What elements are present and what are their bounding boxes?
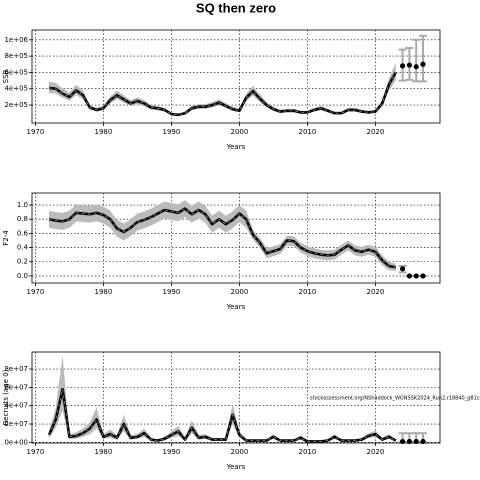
y-tick-label: 0.4: [17, 244, 29, 252]
y-tick-label: 4e+05: [4, 85, 28, 93]
y-tick-label: 2e+05: [4, 101, 28, 109]
estimate-line-dash: [48, 72, 397, 116]
x-tick-label: 2010: [298, 448, 316, 456]
x-axis-label: Years: [226, 463, 246, 471]
y-tick-label: 2e+07: [4, 420, 28, 428]
x-tick-label: 1990: [162, 128, 180, 136]
y-tick-label: 4e+07: [4, 402, 28, 410]
y-tick-label: 6e+07: [4, 383, 28, 391]
x-tick-label: 2000: [230, 128, 248, 136]
y-tick-label: 0.2: [17, 258, 28, 266]
forecast-point: [413, 64, 419, 70]
x-tick-label: 1980: [94, 128, 112, 136]
y-axis-label: SSB: [2, 69, 10, 83]
x-tick-label: 2020: [366, 128, 384, 136]
y-axis-label: F2-4: [2, 230, 10, 246]
x-tick-label: 2000: [230, 288, 248, 296]
x-tick-label: 2010: [298, 128, 316, 136]
x-tick-label: 2010: [298, 288, 316, 296]
y-tick-label: 8e+05: [4, 52, 28, 60]
x-tick-label: 1980: [94, 448, 112, 456]
annotation: stockassessment.org/NShaddock_WGNSSK2024…: [310, 396, 480, 402]
forecast-point: [406, 62, 412, 68]
x-tick-label: 2020: [366, 288, 384, 296]
forecast-point: [420, 273, 426, 279]
x-axis-label: Years: [226, 143, 246, 151]
y-axis-label: Recruits (age 0): [2, 369, 10, 425]
forecast-error-bar: [419, 34, 427, 83]
x-tick-label: 2000: [230, 448, 248, 456]
y-tick-label: 0.6: [17, 229, 29, 237]
y-tick-label: 8e+07: [4, 365, 28, 373]
forecast-point: [406, 273, 412, 279]
x-tick-label: 2020: [366, 448, 384, 456]
y-tick-label: 6e+05: [4, 68, 28, 76]
x-tick-label: 1970: [26, 288, 44, 296]
confidence-band: [49, 200, 396, 271]
forecast-point: [420, 61, 426, 67]
x-tick-label: 1990: [162, 288, 180, 296]
plot-frame: [31, 351, 441, 444]
y-tick-label: 0.0: [17, 272, 28, 280]
y-tick-label: 1e+06: [4, 36, 28, 44]
y-tick-label: 1.0: [17, 201, 28, 209]
forecast-error-bar: [412, 38, 421, 83]
plot-frame: [31, 29, 441, 124]
estimate-line-dash: [48, 208, 396, 268]
forecast-point: [400, 266, 406, 272]
x-tick-label: 1990: [162, 448, 180, 456]
forecast-point: [400, 63, 406, 69]
forecast-point: [413, 273, 419, 279]
estimate-line-dash: [48, 389, 396, 442]
y-tick-label: 0e+00: [4, 438, 28, 446]
x-axis-label: Years: [226, 303, 246, 311]
x-tick-label: 1980: [94, 288, 112, 296]
y-tick-label: 0.8: [17, 215, 28, 223]
chart-title: SQ then zero: [196, 0, 276, 15]
plot-frame: [31, 192, 441, 284]
x-tick-label: 1970: [26, 448, 44, 456]
x-tick-label: 1970: [26, 128, 44, 136]
